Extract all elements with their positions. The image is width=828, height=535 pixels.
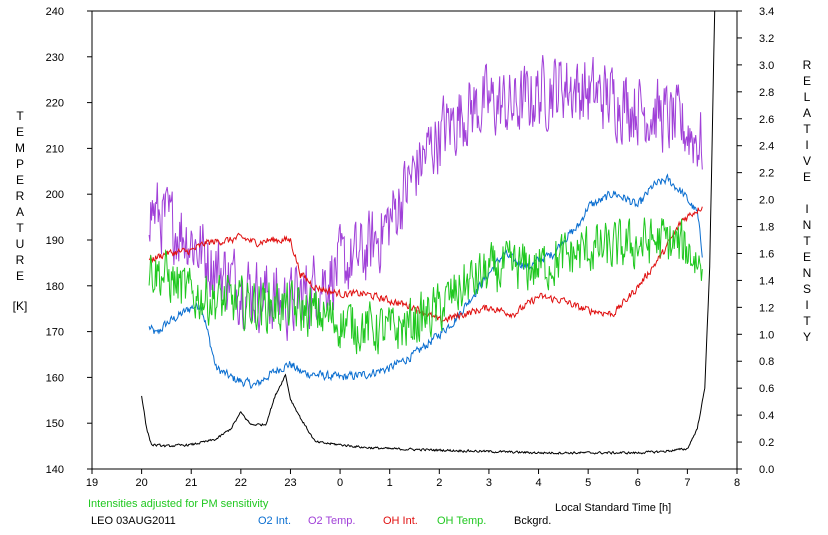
x-tick-label: 21 bbox=[185, 477, 197, 489]
left-y-tick-label: 180 bbox=[46, 281, 64, 293]
series-line-4 bbox=[141, 10, 716, 455]
left-y-tick-label: 240 bbox=[46, 6, 64, 18]
x-tick-label: 7 bbox=[684, 477, 690, 489]
x-tick-label: 0 bbox=[337, 477, 343, 489]
right-y-tick-label: 3.4 bbox=[759, 6, 774, 18]
axis-label-letter: E bbox=[15, 269, 24, 283]
left-y-tick-label: 160 bbox=[46, 372, 64, 384]
x-tick-label: 19 bbox=[86, 477, 98, 489]
series-line-3 bbox=[148, 217, 703, 355]
axis-label-letter: P bbox=[15, 157, 24, 171]
left-y-tick-label: 230 bbox=[46, 52, 64, 64]
right-y-tick-label: 1.6 bbox=[759, 248, 774, 260]
x-tick-label: 20 bbox=[135, 477, 147, 489]
axis-label-letter: U bbox=[15, 237, 25, 251]
right-y-tick-label: 0.6 bbox=[759, 383, 774, 395]
axis-label-letter: I bbox=[805, 202, 809, 216]
right-y-tick-label: 0.8 bbox=[759, 356, 774, 368]
axis-label-letter: R bbox=[15, 253, 25, 267]
x-tick-label: 22 bbox=[235, 477, 247, 489]
legend-o2-temp: O2 Temp. bbox=[308, 515, 356, 527]
axis-label-letter: A bbox=[15, 205, 24, 219]
plot-frame bbox=[91, 10, 738, 470]
left-y-tick-label: 140 bbox=[46, 464, 64, 476]
axis-label-letter: M bbox=[15, 141, 25, 155]
left-axis-unit: [K] bbox=[12, 299, 28, 313]
station-date-label: LEO 03AUG2011 bbox=[91, 515, 176, 527]
axis-label-letter: A bbox=[802, 106, 811, 120]
x-tick-label: 5 bbox=[585, 477, 591, 489]
right-y-tick-label: 0.2 bbox=[759, 437, 774, 449]
x-tick-label: 2 bbox=[436, 477, 442, 489]
x-tick-label: 1 bbox=[387, 477, 393, 489]
x-axis-title: Local Standard Time [h] bbox=[555, 502, 672, 514]
axis-label-letter: R bbox=[15, 189, 25, 203]
left-y-tick-label: 220 bbox=[46, 98, 64, 110]
axis-label-letter: T bbox=[16, 221, 24, 235]
left-y-tick-label: 170 bbox=[46, 327, 64, 339]
axis-label-letter: E bbox=[15, 173, 24, 187]
x-tick-label: 4 bbox=[535, 477, 541, 489]
axis-label-letter: S bbox=[802, 282, 811, 296]
axis-label-letter: L bbox=[803, 90, 811, 104]
axis-label-letter: N bbox=[802, 218, 812, 232]
x-tick-label: 3 bbox=[486, 477, 492, 489]
axis-label-letter: I bbox=[805, 138, 809, 152]
axis-label-letter: T bbox=[803, 314, 811, 328]
right-y-tick-label: 2.6 bbox=[759, 114, 774, 126]
series-line-1 bbox=[148, 55, 703, 341]
axis-label-letter: V bbox=[802, 154, 811, 168]
axis-label-letter: E bbox=[802, 170, 811, 184]
right-y-tick-label: 2.0 bbox=[759, 195, 774, 207]
left-y-tick-label: 150 bbox=[46, 418, 64, 430]
right-y-tick-label: 1.2 bbox=[759, 302, 774, 314]
right-y-tick-label: 0.0 bbox=[759, 464, 774, 476]
series-line-0 bbox=[148, 173, 703, 389]
right-y-tick-label: 3.0 bbox=[759, 60, 774, 72]
right-y-tick-label: 1.0 bbox=[759, 329, 774, 341]
axis-label-letter: E bbox=[15, 125, 24, 139]
axis-label-letter: R bbox=[802, 58, 812, 72]
right-y-tick-label: 3.2 bbox=[759, 33, 774, 45]
axis-label-letter: E bbox=[802, 250, 811, 264]
right-y-tick-label: 0.4 bbox=[759, 410, 774, 422]
axis-label-letter: T bbox=[16, 109, 24, 123]
legend-oh-int: OH Int. bbox=[383, 515, 418, 527]
right-y-tick-label: 2.2 bbox=[759, 168, 774, 180]
left-y-tick-label: 200 bbox=[46, 189, 64, 201]
legend-o2-int: O2 Int. bbox=[258, 515, 292, 527]
right-y-tick-label: 1.8 bbox=[759, 222, 774, 234]
right-y-tick-label: 2.8 bbox=[759, 87, 774, 99]
right-y-tick-label: 2.4 bbox=[759, 141, 774, 153]
axis-label-letter: E bbox=[802, 74, 811, 88]
axis-label-letter: T bbox=[803, 122, 811, 136]
x-tick-label: 8 bbox=[734, 477, 740, 489]
axis-label-letter: Y bbox=[802, 330, 811, 344]
axis-label-letter: I bbox=[805, 298, 809, 312]
sensitivity-note: Intensities adjusted for PM sensitivity bbox=[88, 498, 269, 510]
legend-oh-temp: OH Temp. bbox=[437, 515, 487, 527]
left-y-tick-label: 190 bbox=[46, 235, 64, 247]
x-tick-label: 6 bbox=[635, 477, 641, 489]
left-y-tick-label: 210 bbox=[46, 143, 64, 155]
x-tick-label: 23 bbox=[284, 477, 296, 489]
axis-label-letter: N bbox=[802, 266, 812, 280]
axis-label-letter: T bbox=[803, 234, 811, 248]
legend-background: Bckgrd. bbox=[514, 515, 552, 527]
right-y-tick-label: 1.4 bbox=[759, 275, 774, 287]
